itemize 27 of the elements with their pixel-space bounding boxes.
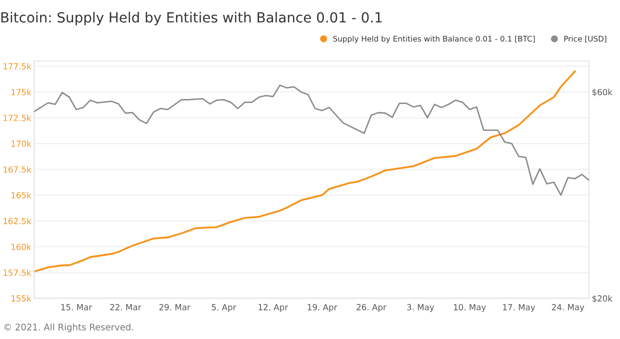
chart-title: Bitcoin: Supply Held by Entities with Balance 0.01 - 0.1 [1, 12, 382, 26]
x-tick-label: 24. May [552, 304, 584, 312]
y-tick-label: 172.5k [4, 114, 32, 122]
x-tick-label: 12. Apr [258, 304, 288, 312]
x-tick-label: 17. May [503, 304, 536, 312]
y-tick-label: 167.5k [4, 166, 32, 173]
x-tick-label: 26. Apr [356, 304, 386, 312]
y2-tick-label: $60k [592, 88, 612, 96]
text: © 2021. All Rights Reserved. [4, 323, 134, 332]
y-tick-label: 175k [12, 88, 32, 96]
x-tick-label: 15. Mar [61, 304, 92, 310]
y-tick-label: 170k [12, 140, 32, 147]
x-tick-label: 19. Apr [308, 304, 338, 312]
y-tick-label: 155k [12, 295, 32, 302]
y-tick-label: 177.5k [4, 63, 32, 70]
x-tick-label: 5. Apr [212, 304, 236, 312]
y-tick-label: 160k [12, 244, 32, 250]
y-tick-label: 162.5k [4, 218, 32, 224]
line-series [34, 84, 589, 196]
x-tick-label: 10. May [454, 304, 486, 312]
y2-tick-label: $20k [592, 295, 612, 303]
x-tick-label: 22. Mar [110, 304, 142, 310]
y-tick-label: 157.5k [4, 269, 32, 276]
x-tick-label: 29. Mar [159, 304, 190, 310]
y-tick-label: 165k [12, 192, 32, 198]
line-series [34, 70, 576, 272]
x-tick-label: 3. May [407, 304, 434, 312]
